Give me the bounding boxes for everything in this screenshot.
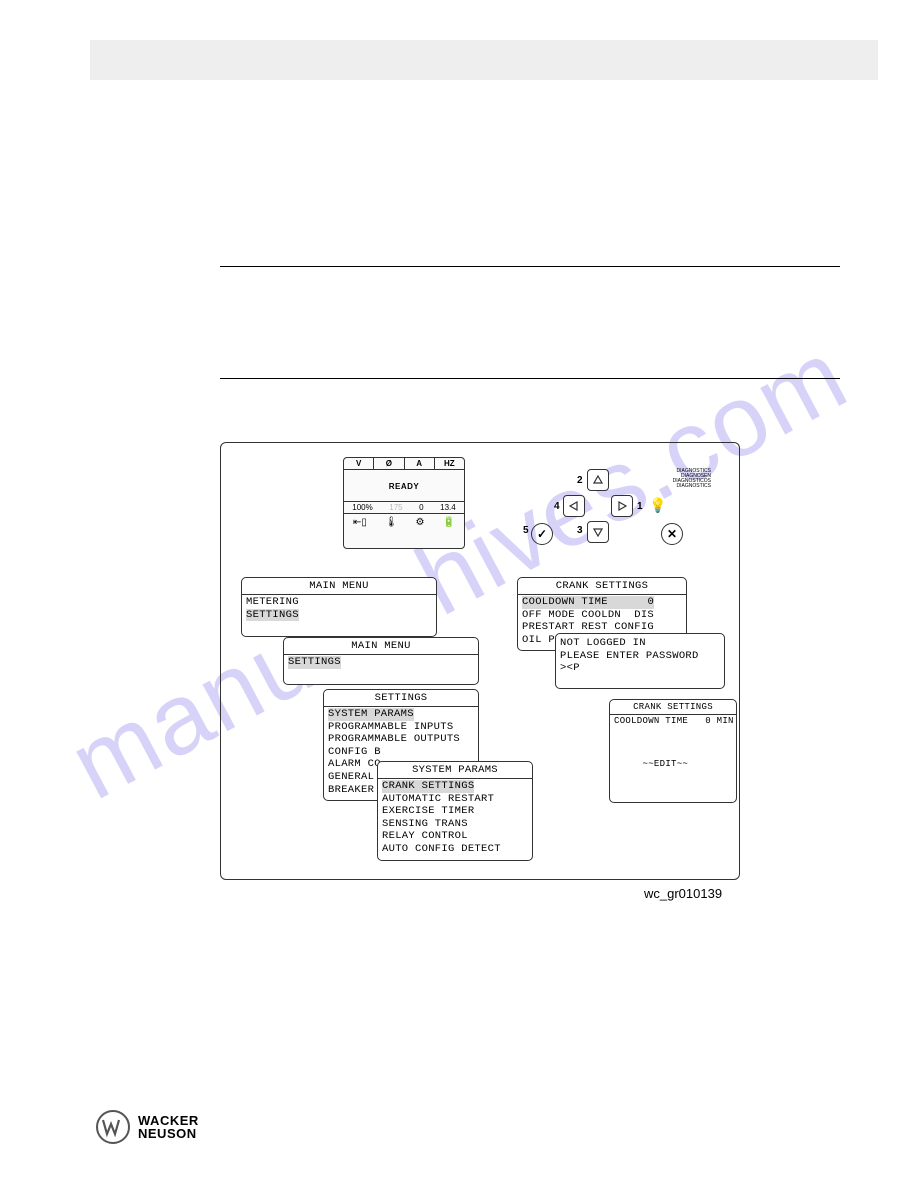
menu-title: SETTINGS bbox=[324, 690, 478, 707]
device-panel: V Ø A HZ READY 100% 175 0 13.4 ⇤▯ 🌡 ⚙ 🔋 … bbox=[220, 442, 740, 880]
menu-title: CRANK SETTINGS bbox=[518, 578, 686, 595]
lcd-header-cell: V bbox=[344, 458, 374, 469]
lcd-header-row: V Ø A HZ bbox=[344, 458, 464, 470]
diagnostics-label: DIAGNOSTICS DIAGNOSEN DIAGNOSTICOS DIAGN… bbox=[649, 469, 711, 489]
menu-crank-2: CRANK SETTINGS COOLDOWN TIME 0 MIN ~~EDI… bbox=[609, 699, 737, 803]
menu-body: SETTINGS bbox=[284, 655, 478, 673]
logo-text: WACKER NEUSON bbox=[138, 1114, 199, 1140]
cancel-button[interactable]: ✕ bbox=[661, 523, 683, 545]
menu-title: CRANK SETTINGS bbox=[610, 700, 736, 715]
menu-item[interactable]: AUTOMATIC RESTART bbox=[382, 793, 494, 805]
menu-body: CRANK SETTINGS AUTOMATIC RESTART EXERCIS… bbox=[378, 779, 532, 860]
up-button[interactable] bbox=[587, 469, 609, 491]
menu-item-selected[interactable]: COOLDOWN TIME 0 bbox=[522, 596, 654, 609]
menu-body: NOT LOGGED IN PLEASE ENTER PASSWORD ><P bbox=[556, 634, 724, 679]
lcd-stat: 13.4 bbox=[440, 503, 456, 512]
lcd-header-cell: Ø bbox=[374, 458, 404, 469]
lcd-icon-row: ⇤▯ 🌡 ⚙ 🔋 bbox=[344, 514, 464, 530]
fuel-icon: ⇤▯ bbox=[353, 517, 367, 528]
menu-item[interactable]: OFF MODE COOLDN DIS bbox=[522, 609, 654, 621]
menu-item[interactable]: PROGRAMMABLE INPUTS bbox=[328, 721, 453, 733]
menu-item[interactable]: CONFIG B bbox=[328, 746, 381, 758]
menu-main-1: MAIN MENU METERING SETTINGS bbox=[241, 577, 437, 637]
ok-button[interactable]: ✓ bbox=[531, 523, 553, 545]
battery-icon: 🔋 bbox=[443, 517, 455, 528]
key-label: 2 bbox=[577, 475, 583, 486]
menu-item-selected[interactable]: SYSTEM PARAMS bbox=[328, 708, 414, 721]
login-text: PLEASE ENTER PASSWORD bbox=[560, 650, 699, 662]
key-label: 5 bbox=[523, 525, 529, 536]
lcd-stat: 175 bbox=[389, 503, 402, 512]
lcd-stats-row: 100% 175 0 13.4 bbox=[344, 502, 464, 514]
lamp-icon: 💡 bbox=[649, 497, 666, 514]
temp-icon: 🌡 bbox=[385, 517, 398, 528]
logo-line: NEUSON bbox=[138, 1127, 199, 1140]
menu-item[interactable]: METERING bbox=[246, 596, 299, 608]
menu-item[interactable]: COOLDOWN TIME 0 MIN bbox=[614, 716, 734, 726]
separator-line bbox=[220, 266, 840, 267]
keypad: 2 4 1 3 5 ✓ ✕ DIAGNOSTICS DIAGNOSEN DIAG… bbox=[521, 457, 711, 549]
login-text: NOT LOGGED IN bbox=[560, 637, 646, 649]
menu-item-selected[interactable]: SETTINGS bbox=[246, 609, 299, 622]
logo-icon bbox=[96, 1110, 130, 1144]
page: manualshives.com V Ø A HZ READY 100% 175… bbox=[0, 0, 918, 1188]
edit-label[interactable]: ~~EDIT~~ bbox=[643, 759, 689, 769]
lcd-status: READY bbox=[344, 470, 464, 502]
lcd-header-cell: A bbox=[405, 458, 435, 469]
menu-item[interactable]: AUTO CONFIG DETECT bbox=[382, 843, 501, 855]
menu-body: COOLDOWN TIME 0 MIN ~~EDIT~~ bbox=[610, 715, 736, 774]
key-label: 4 bbox=[554, 501, 560, 512]
key-label: 3 bbox=[577, 525, 583, 536]
menu-login: NOT LOGGED IN PLEASE ENTER PASSWORD ><P bbox=[555, 633, 725, 689]
menu-item[interactable]: PROGRAMMABLE OUTPUTS bbox=[328, 733, 460, 745]
menu-item-selected[interactable]: SETTINGS bbox=[288, 656, 341, 669]
menu-item[interactable]: PRESTART REST CONFIG bbox=[522, 621, 654, 633]
menu-main-2: MAIN MENU SETTINGS bbox=[283, 637, 479, 685]
key-label: 1 bbox=[637, 501, 643, 512]
lcd-header-cell: HZ bbox=[435, 458, 464, 469]
menu-title: SYSTEM PARAMS bbox=[378, 762, 532, 779]
separator-line bbox=[220, 378, 840, 379]
menu-item[interactable]: SENSING TRANS bbox=[382, 818, 468, 830]
engine-icon: ⚙ bbox=[416, 517, 425, 528]
header-bar bbox=[90, 40, 878, 80]
figure-label: wc_gr010139 bbox=[644, 886, 722, 901]
menu-item[interactable]: GENERAL bbox=[328, 771, 374, 783]
left-button[interactable] bbox=[563, 495, 585, 517]
menu-item-selected[interactable]: CRANK SETTINGS bbox=[382, 780, 474, 793]
lcd-screen: V Ø A HZ READY 100% 175 0 13.4 ⇤▯ 🌡 ⚙ 🔋 bbox=[343, 457, 465, 549]
menu-item[interactable]: BREAKER bbox=[328, 784, 374, 796]
down-button[interactable] bbox=[587, 521, 609, 543]
lcd-stat: 100% bbox=[352, 503, 372, 512]
brand-logo: WACKER NEUSON bbox=[96, 1110, 199, 1144]
menu-title: MAIN MENU bbox=[242, 578, 436, 595]
menu-item[interactable]: RELAY CONTROL bbox=[382, 830, 468, 842]
menu-system-params: SYSTEM PARAMS CRANK SETTINGS AUTOMATIC R… bbox=[377, 761, 533, 861]
lcd-stat: 0 bbox=[419, 503, 423, 512]
menu-item[interactable]: EXERCISE TIMER bbox=[382, 805, 474, 817]
login-prompt[interactable]: ><P bbox=[560, 662, 580, 674]
menu-title: MAIN MENU bbox=[284, 638, 478, 655]
menu-body: METERING SETTINGS bbox=[242, 595, 436, 625]
menu-item[interactable]: ALARM CO bbox=[328, 758, 381, 770]
right-button[interactable] bbox=[611, 495, 633, 517]
